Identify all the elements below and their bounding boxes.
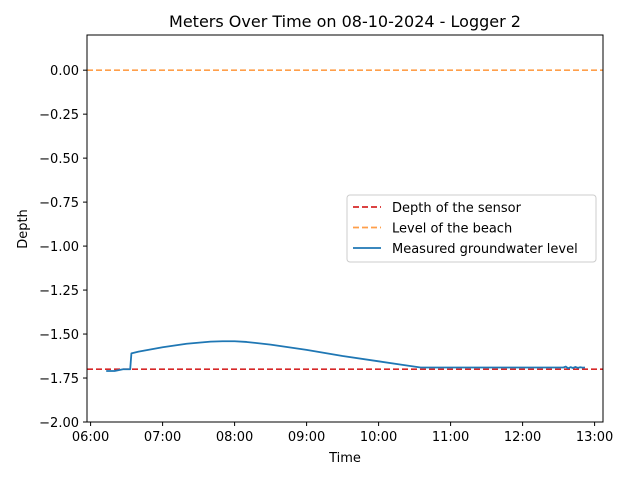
y-tick-label-9: −2.00 <box>39 416 79 431</box>
y-tick-label-6: −1.25 <box>39 284 79 299</box>
axes-frame <box>86 34 604 423</box>
y-tick-label-4: −0.75 <box>39 196 79 211</box>
legend: Depth of the sensor Level of the beach Mea… <box>346 194 597 263</box>
x-tick-label-6: 11:00 <box>432 430 469 445</box>
y-tick-label-3: −0.50 <box>39 152 79 167</box>
x-tick-label-1: 06:00 <box>72 430 109 445</box>
y-axis-label: Depth <box>16 209 31 249</box>
x-tick-label-4: 09:00 <box>288 430 325 445</box>
plot-area <box>87 69 603 372</box>
series-line-3 <box>106 340 586 372</box>
x-tick-label-5: 10:00 <box>360 430 397 445</box>
x-tick-label-2: 07:00 <box>144 430 181 445</box>
y-tick-label-7: −1.50 <box>39 328 79 343</box>
x-tick-label-7: 12:00 <box>504 430 541 445</box>
legend-label-3: Measured groundwater level <box>392 242 578 257</box>
y-tick-label-2: −0.25 <box>39 108 79 123</box>
x-tick-label-8: 13:00 <box>576 430 613 445</box>
legend-label-2: Level of the beach <box>392 222 512 237</box>
y-tick-label-5: −1.00 <box>39 240 79 255</box>
axes: 06:00 07:00 08:00 09:00 10:00 11:00 12:00 13:00… <box>39 34 613 445</box>
x-axis-label: Time <box>328 451 361 466</box>
y-tick-label-1: 0.00 <box>50 64 79 79</box>
y-tick-label-8: −1.75 <box>39 372 79 387</box>
legend-label-1: Depth of the sensor <box>392 201 522 216</box>
legend-box <box>346 194 597 263</box>
x-tick-label-3: 08:00 <box>216 430 253 445</box>
chart-title: Meters Over Time on 08-10-2024 - Logger … <box>169 12 521 31</box>
